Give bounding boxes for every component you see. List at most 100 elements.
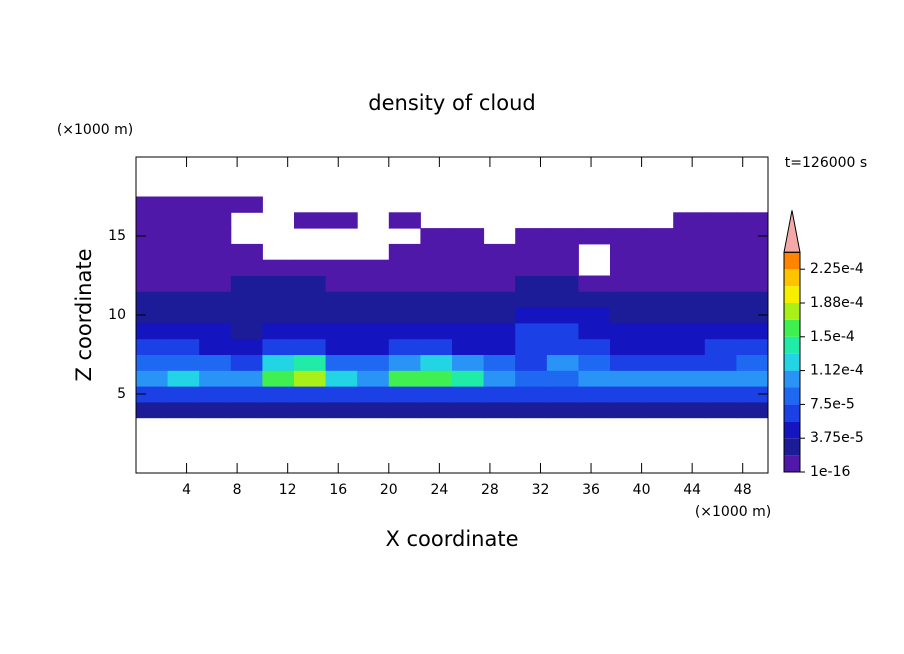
- field-cell: [673, 243, 706, 261]
- field-cell: [673, 307, 706, 324]
- field-cell: [704, 322, 737, 340]
- field-cell: [736, 401, 769, 419]
- field-cell: [167, 291, 200, 308]
- field-cell: [420, 275, 453, 292]
- colorbar-label: 7.5e-5: [810, 396, 855, 412]
- x-tick-label: 48: [734, 482, 752, 498]
- field-cell: [136, 212, 169, 229]
- field-cell: [325, 370, 358, 387]
- field-cell: [736, 275, 769, 292]
- colorbar-swatch: [784, 269, 800, 287]
- field-cell: [294, 338, 327, 355]
- field-cell: [704, 275, 737, 292]
- field-cell: [167, 228, 200, 245]
- field-cell: [736, 322, 769, 340]
- field-cell: [452, 291, 485, 308]
- field-cell: [199, 322, 232, 340]
- field-cell: [325, 307, 358, 324]
- field-cell: [199, 228, 232, 245]
- field-cell: [199, 243, 232, 261]
- colorbar-swatch: [784, 387, 800, 405]
- field-cell: [388, 307, 421, 324]
- field-cell: [641, 243, 674, 261]
- field-cell: [294, 259, 327, 276]
- field-cell: [673, 354, 706, 371]
- field-cell: [357, 354, 390, 371]
- colorbar-label: 1.12e-4: [810, 363, 864, 379]
- field-cell: [199, 338, 232, 355]
- field-cell: [294, 354, 327, 371]
- field-cell: [230, 307, 263, 324]
- colorbar-swatch: [784, 438, 800, 456]
- colorbar-swatch: [784, 370, 800, 388]
- x-tick-label: 44: [683, 482, 701, 498]
- field-cell: [136, 338, 169, 355]
- field-cell: [136, 275, 169, 292]
- field-cell: [136, 370, 169, 387]
- field-cell: [610, 338, 643, 355]
- field-cell: [388, 354, 421, 371]
- field-cell: [199, 259, 232, 276]
- field-cell: [483, 401, 516, 419]
- x-tick-label: 20: [380, 482, 398, 498]
- colorbar-label: 1.88e-4: [810, 295, 864, 311]
- field-cell: [420, 386, 453, 403]
- x-tick-label: 36: [582, 482, 600, 498]
- field-cell: [673, 291, 706, 308]
- field-cell: [483, 338, 516, 355]
- field-cell: [230, 243, 263, 261]
- x-tick-label: 8: [233, 482, 242, 498]
- field-cell: [167, 243, 200, 261]
- field-cell: [641, 354, 674, 371]
- colorbar-swatch: [784, 455, 800, 472]
- y-tick-label: 10: [108, 307, 126, 323]
- y-tick-label: 5: [117, 386, 126, 402]
- field-cell: [736, 243, 769, 261]
- field-cell: [452, 354, 485, 371]
- field-cell: [420, 338, 453, 355]
- field-cell: [167, 338, 200, 355]
- field-cell: [704, 228, 737, 245]
- colorbar-label: 1e-16: [810, 464, 850, 480]
- field-cell: [325, 259, 358, 276]
- field-cell: [483, 259, 516, 276]
- field-cell: [736, 291, 769, 308]
- field-cell: [199, 354, 232, 371]
- field-cell: [136, 259, 169, 276]
- field-cell: [546, 307, 579, 324]
- field-cell: [641, 338, 674, 355]
- field-cell: [357, 275, 390, 292]
- field-cell: [515, 386, 548, 403]
- field-cell: [325, 275, 358, 292]
- field-cell: [736, 228, 769, 245]
- field-cell: [641, 386, 674, 403]
- field-cell: [546, 259, 579, 276]
- field-cell: [673, 228, 706, 245]
- field-cell: [357, 291, 390, 308]
- colorbar-swatch: [784, 404, 800, 422]
- field-cell: [704, 212, 737, 229]
- field-cell: [641, 370, 674, 387]
- field-cell: [483, 291, 516, 308]
- field-cell: [199, 370, 232, 387]
- field-cell: [136, 307, 169, 324]
- field-cell: [420, 228, 453, 245]
- field-cell: [515, 291, 548, 308]
- field-cell: [262, 291, 295, 308]
- field-cell: [167, 196, 200, 213]
- field-cell: [294, 322, 327, 340]
- field-cell: [704, 354, 737, 371]
- field-cell: [167, 212, 200, 229]
- field-cell: [262, 401, 295, 419]
- field-cell: [610, 307, 643, 324]
- field-cell: [578, 338, 611, 355]
- field-cell: [262, 370, 295, 387]
- field-cell: [641, 275, 674, 292]
- field-cell: [452, 370, 485, 387]
- colorbar-swatch: [784, 336, 800, 354]
- field-cell: [388, 401, 421, 419]
- field-cell: [167, 401, 200, 419]
- colorbar-frame: [783, 251, 801, 473]
- chart-title: density of cloud: [368, 91, 535, 115]
